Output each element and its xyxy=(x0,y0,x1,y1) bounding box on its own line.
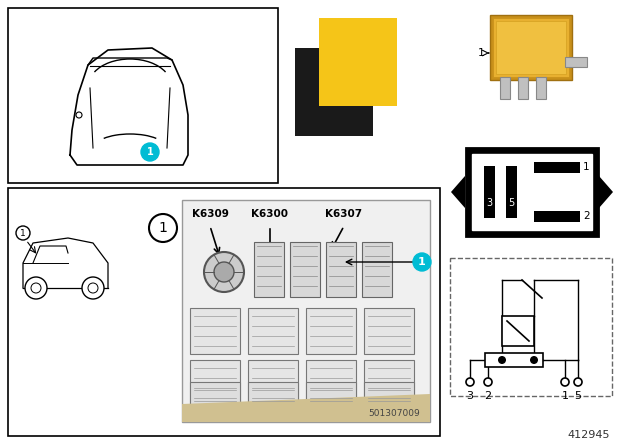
FancyBboxPatch shape xyxy=(8,8,278,183)
FancyBboxPatch shape xyxy=(485,353,543,367)
FancyBboxPatch shape xyxy=(248,360,298,406)
Circle shape xyxy=(82,277,104,299)
Polygon shape xyxy=(182,394,430,422)
FancyBboxPatch shape xyxy=(295,48,373,136)
Circle shape xyxy=(530,356,538,364)
FancyBboxPatch shape xyxy=(472,154,592,230)
Circle shape xyxy=(25,277,47,299)
Circle shape xyxy=(88,283,98,293)
FancyBboxPatch shape xyxy=(254,242,284,297)
Circle shape xyxy=(574,378,582,386)
FancyBboxPatch shape xyxy=(536,77,546,99)
FancyBboxPatch shape xyxy=(364,308,414,354)
FancyBboxPatch shape xyxy=(484,166,495,218)
FancyBboxPatch shape xyxy=(190,382,240,412)
Text: 1: 1 xyxy=(478,48,485,58)
Text: 5: 5 xyxy=(575,391,582,401)
Polygon shape xyxy=(451,176,465,208)
Text: 5: 5 xyxy=(508,198,514,208)
Circle shape xyxy=(16,226,30,240)
FancyBboxPatch shape xyxy=(306,308,356,354)
FancyBboxPatch shape xyxy=(190,308,240,354)
FancyBboxPatch shape xyxy=(518,77,528,99)
Text: 501307009: 501307009 xyxy=(368,409,420,418)
FancyBboxPatch shape xyxy=(319,18,397,106)
FancyBboxPatch shape xyxy=(364,382,414,412)
Circle shape xyxy=(141,143,159,161)
Text: 3: 3 xyxy=(467,391,474,401)
FancyBboxPatch shape xyxy=(496,21,566,74)
FancyBboxPatch shape xyxy=(306,360,356,406)
FancyBboxPatch shape xyxy=(506,166,517,218)
Circle shape xyxy=(466,378,474,386)
FancyBboxPatch shape xyxy=(290,242,320,297)
Circle shape xyxy=(31,283,41,293)
Text: K6309: K6309 xyxy=(191,209,228,219)
Text: 1: 1 xyxy=(561,391,568,401)
FancyBboxPatch shape xyxy=(364,360,414,406)
FancyBboxPatch shape xyxy=(534,211,580,222)
FancyBboxPatch shape xyxy=(534,162,580,173)
Circle shape xyxy=(561,378,569,386)
Circle shape xyxy=(149,214,177,242)
FancyBboxPatch shape xyxy=(466,148,598,236)
Circle shape xyxy=(484,378,492,386)
FancyBboxPatch shape xyxy=(500,77,510,99)
Text: K6300: K6300 xyxy=(252,209,289,219)
Text: 3: 3 xyxy=(486,198,492,208)
FancyBboxPatch shape xyxy=(450,258,612,396)
FancyBboxPatch shape xyxy=(502,316,534,346)
FancyBboxPatch shape xyxy=(182,200,430,422)
Text: 1: 1 xyxy=(418,257,426,267)
FancyBboxPatch shape xyxy=(493,18,569,77)
FancyBboxPatch shape xyxy=(306,382,356,412)
FancyBboxPatch shape xyxy=(8,188,440,436)
Text: 2: 2 xyxy=(484,391,492,401)
FancyBboxPatch shape xyxy=(490,15,572,80)
Circle shape xyxy=(413,253,431,271)
FancyBboxPatch shape xyxy=(565,57,587,67)
Text: 1: 1 xyxy=(147,147,154,157)
Circle shape xyxy=(204,252,244,292)
Text: 1: 1 xyxy=(20,228,26,237)
Text: 412945: 412945 xyxy=(568,430,610,440)
Text: 2: 2 xyxy=(583,211,589,221)
FancyBboxPatch shape xyxy=(248,382,298,412)
Circle shape xyxy=(214,262,234,282)
Polygon shape xyxy=(599,176,613,208)
Text: 1: 1 xyxy=(583,162,589,172)
Text: K6307: K6307 xyxy=(325,209,363,219)
Circle shape xyxy=(498,356,506,364)
FancyBboxPatch shape xyxy=(248,308,298,354)
FancyBboxPatch shape xyxy=(190,360,240,406)
FancyBboxPatch shape xyxy=(362,242,392,297)
FancyBboxPatch shape xyxy=(326,242,356,297)
Text: 1: 1 xyxy=(159,221,168,235)
